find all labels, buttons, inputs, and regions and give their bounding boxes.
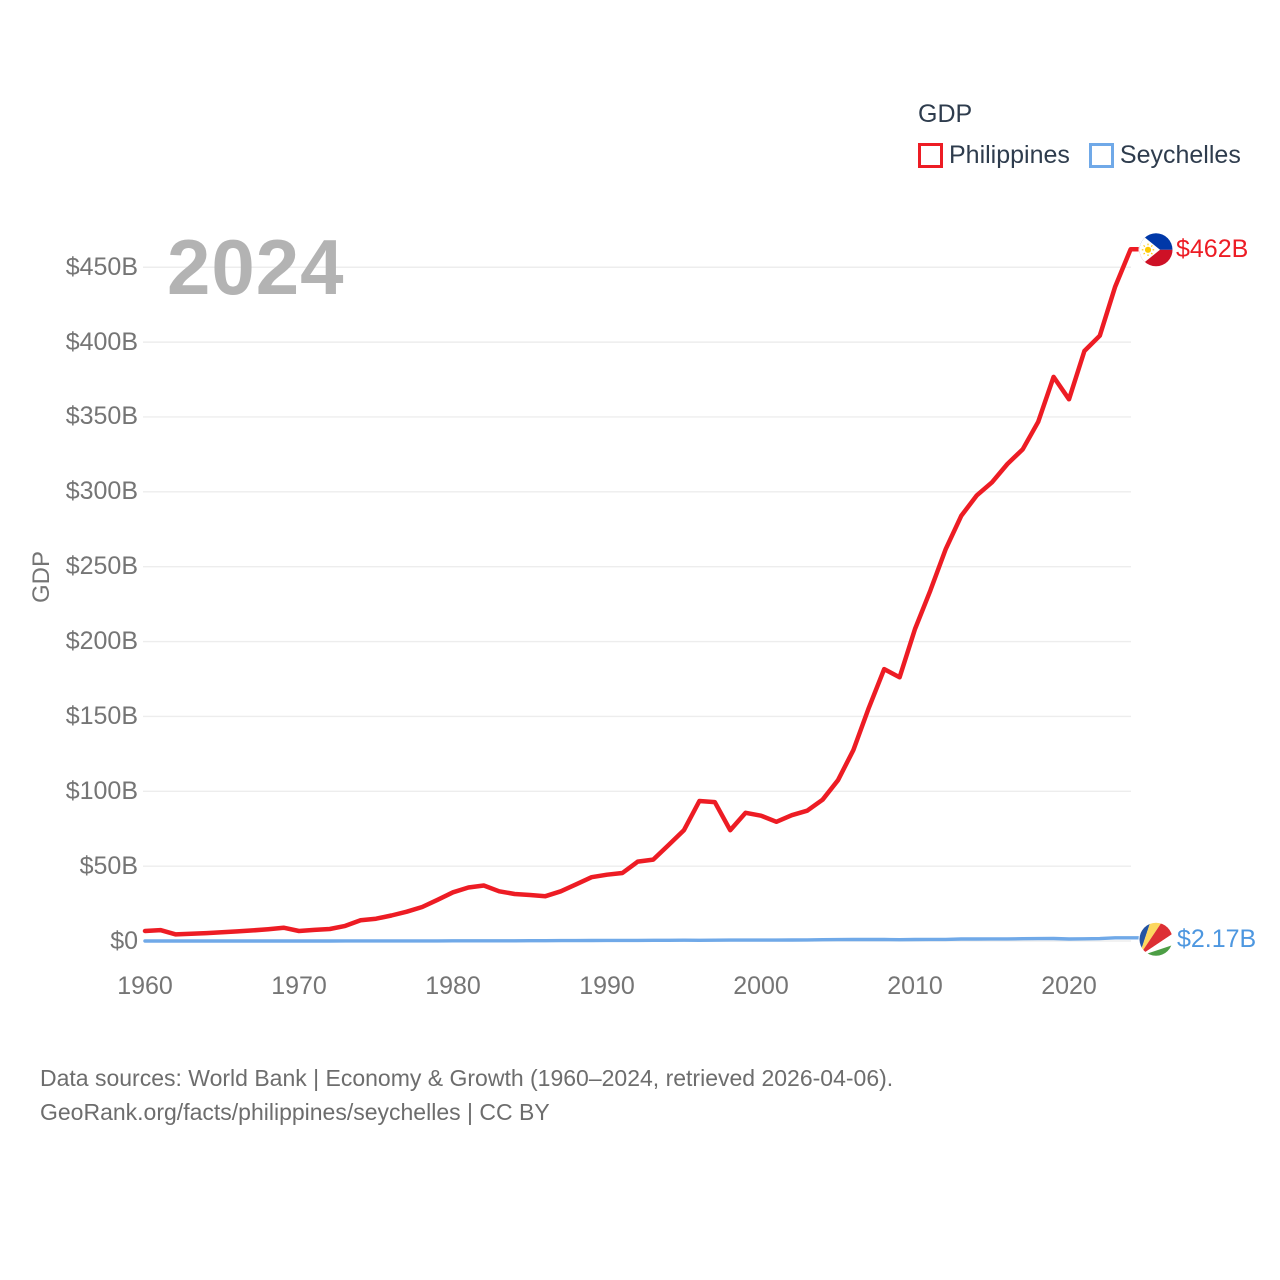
y-tick-label: $450B <box>65 252 138 281</box>
y-tick-label: $350B <box>65 402 138 431</box>
legend-title: GDP <box>918 100 973 128</box>
year-watermark: 2024 <box>167 223 345 311</box>
x-tick-label: 1970 <box>271 972 327 1000</box>
footer-attribution: GeoRank.org/facts/philippines/seychelles… <box>40 1099 550 1125</box>
y-tick-label: $200B <box>65 627 138 656</box>
legend-item-seychelles[interactable]: Seychelles <box>1088 141 1241 170</box>
legend-items: Philippines Seychelles <box>918 141 1241 170</box>
seychelles-flag-icon <box>1138 921 1174 957</box>
x-tick-label: 2020 <box>1041 972 1097 1000</box>
y-tick-label: $400B <box>65 327 138 356</box>
x-tick-label: 1990 <box>579 972 635 1000</box>
x-tick-label: 2010 <box>887 972 943 1000</box>
x-tick-label: 2000 <box>733 972 789 1000</box>
y-tick-label: $100B <box>65 776 138 805</box>
y-tick-label: $250B <box>65 552 138 581</box>
x-tick-label: 1960 <box>117 972 173 1000</box>
legend-item-label: Philippines <box>949 141 1070 169</box>
philippines-flag-icon <box>1138 232 1174 268</box>
philippines-value-label: $462B <box>1176 235 1249 264</box>
legend-item-label: Seychelles <box>1119 141 1241 169</box>
footer-data-sources: Data sources: World Bank | Economy & Gro… <box>40 1065 894 1091</box>
seychelles-value-label: $2.17B <box>1177 925 1257 954</box>
y-tick-label: $0 <box>110 926 138 955</box>
gdp-line-chart <box>142 232 1174 957</box>
y-tick-label: $150B <box>65 701 138 730</box>
footer: Data sources: World Bank | Economy & Gro… <box>40 1061 893 1129</box>
seychelles-swatch-icon <box>1088 143 1114 168</box>
philippines-swatch-icon <box>918 143 943 168</box>
seychelles-line <box>143 936 1145 943</box>
y-tick-label: $50B <box>79 851 138 880</box>
y-tick-label: $300B <box>65 477 138 506</box>
philippines-line <box>142 247 1146 937</box>
x-tick-label: 1980 <box>425 972 481 1000</box>
legend-item-philippines[interactable]: Philippines <box>918 141 1070 170</box>
chart-legend: GDP Philippines Seychelles <box>918 100 1241 170</box>
